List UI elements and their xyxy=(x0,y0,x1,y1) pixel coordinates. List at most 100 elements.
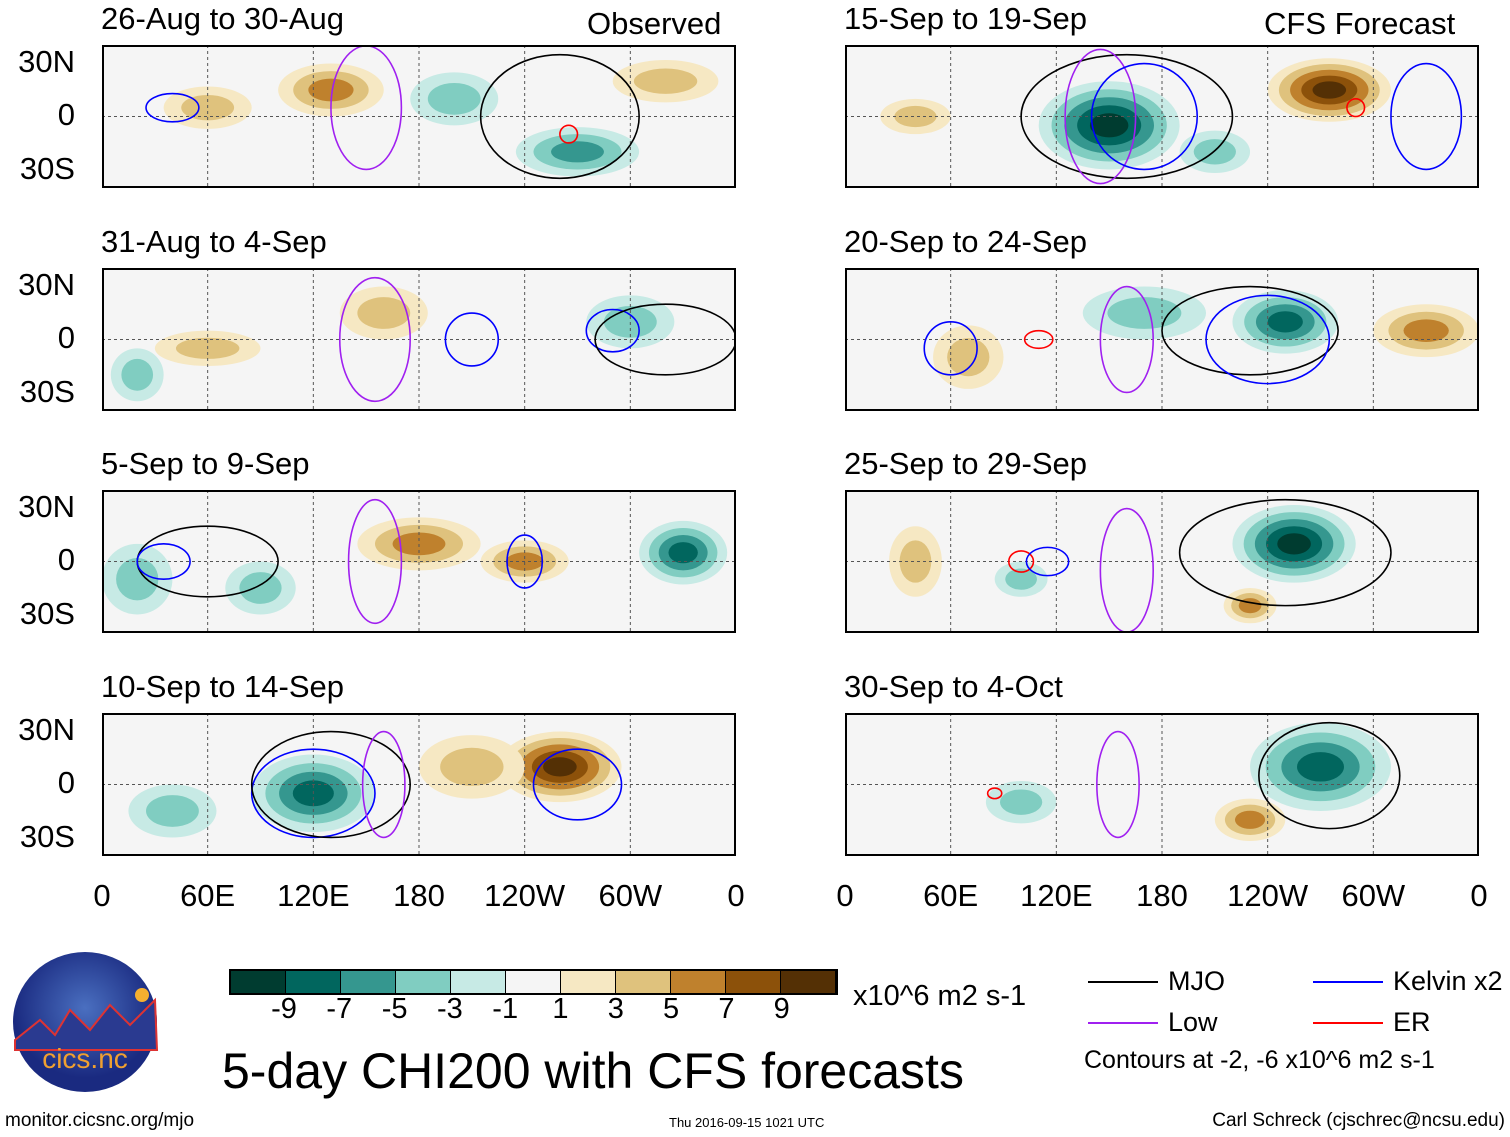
low-contour xyxy=(361,730,406,839)
colorbar-swatch xyxy=(671,971,726,993)
kelvin-contour xyxy=(506,534,544,589)
low-contour xyxy=(1099,285,1154,394)
er-contour xyxy=(986,787,1003,800)
anomaly-contour xyxy=(894,105,937,128)
colorbar-label: -5 xyxy=(381,993,408,1025)
anomaly-contour xyxy=(1312,81,1347,99)
anomaly-contour xyxy=(668,542,698,564)
colorbar-units: x10^6 m2 s-1 xyxy=(853,980,1027,1012)
svg-text:cics.nc: cics.nc xyxy=(42,1043,128,1074)
forecast-header: CFS Forecast xyxy=(1264,6,1456,41)
lat-label: 30S xyxy=(19,151,75,186)
colorbar-label: 5 xyxy=(663,993,680,1025)
anomaly-contour xyxy=(239,572,282,604)
anomaly-contour xyxy=(308,78,354,102)
panel-frame xyxy=(102,45,736,188)
colorbar-label: 1 xyxy=(552,993,569,1025)
lon-label: 120W xyxy=(484,878,566,913)
colorbar-swatch xyxy=(451,971,506,993)
low-contour xyxy=(1096,730,1140,839)
kelvin-contour xyxy=(1090,62,1199,171)
lon-label: 60E xyxy=(923,878,979,913)
panel-frame xyxy=(102,268,736,411)
panel-frame xyxy=(845,268,1479,411)
footer-timestamp: Thu 2016-09-15 1021 UTC xyxy=(669,1115,825,1130)
lon-label: 0 xyxy=(1470,878,1488,913)
anomaly-contour xyxy=(440,747,504,786)
anomaly-contour xyxy=(1234,810,1266,829)
anomaly-contour xyxy=(1277,533,1311,555)
anomaly-contour xyxy=(1089,113,1129,138)
anomaly-contour xyxy=(1107,297,1182,329)
colorbar-swatch xyxy=(231,971,286,993)
lat-label: 30S xyxy=(19,374,75,409)
mjo-contour xyxy=(1178,498,1392,607)
lat-label: 30S xyxy=(19,819,75,854)
lat-label: 0 xyxy=(57,542,75,577)
legend-low-label: Low xyxy=(1168,1007,1218,1037)
lon-label: 120E xyxy=(277,878,350,913)
lon-label: 0 xyxy=(727,878,745,913)
kelvin-contour xyxy=(1390,62,1463,171)
colorbar-swatch xyxy=(286,971,341,993)
colorbar-label: 7 xyxy=(718,993,735,1025)
lon-label: 180 xyxy=(1136,878,1188,913)
map-panel xyxy=(102,268,736,411)
kelvin-contour xyxy=(585,308,640,353)
colorbar-swatch xyxy=(726,971,781,993)
anomaly-contour xyxy=(1267,311,1303,333)
figure-title: 5-day CHI200 with CFS forecasts xyxy=(222,1043,964,1099)
anomaly-contour xyxy=(633,68,698,94)
colorbar-label: 9 xyxy=(773,993,790,1025)
cics-logo: cics.nc xyxy=(13,952,159,1092)
er-contour xyxy=(559,124,579,144)
map-panel xyxy=(845,713,1479,856)
colorbar-label: -1 xyxy=(492,993,519,1025)
map-panel xyxy=(845,490,1479,633)
mjo-contour xyxy=(1258,721,1401,830)
colorbar-swatch xyxy=(616,971,671,993)
low-contour xyxy=(1064,48,1137,185)
mjo-contour xyxy=(1020,53,1234,180)
contour-note: Contours at -2, -6 x10^6 m2 s-1 xyxy=(1084,1046,1435,1074)
legend-kelvin: Kelvin x2 xyxy=(1313,966,1503,997)
colorbar-label: 3 xyxy=(607,993,624,1025)
colorbar-label: -3 xyxy=(436,993,463,1025)
kelvin-contour xyxy=(444,312,500,367)
anomaly-contour xyxy=(146,795,199,827)
lat-label: 0 xyxy=(57,320,75,355)
map-panel xyxy=(102,45,736,188)
low-contour xyxy=(347,498,403,625)
anomaly-contour xyxy=(1005,568,1037,590)
lon-label: 0 xyxy=(93,878,111,913)
footer-author: Carl Schreck (cjschrec@ncsu.edu) xyxy=(1212,1110,1505,1131)
er-contour xyxy=(1023,329,1054,350)
panel-frame xyxy=(845,490,1479,633)
anomaly-contour xyxy=(357,297,411,329)
colorbar-label: -7 xyxy=(326,993,353,1025)
panel-title: 15-Sep to 19-Sep xyxy=(844,1,1088,36)
legend-low: Low xyxy=(1088,1007,1218,1038)
anomaly-contour xyxy=(543,757,577,777)
lat-label: 30S xyxy=(19,596,75,631)
kelvin-contour xyxy=(1025,546,1070,577)
anomaly-contour xyxy=(392,532,446,556)
anomaly-contour xyxy=(121,358,154,391)
lon-label: 180 xyxy=(393,878,445,913)
panel-title: 20-Sep to 24-Sep xyxy=(844,224,1088,259)
legend-kelvin-label: Kelvin x2 xyxy=(1393,966,1503,996)
colorbar-swatch xyxy=(506,971,561,993)
lon-label: 120E xyxy=(1020,878,1093,913)
panel-frame xyxy=(845,45,1479,188)
lat-label: 0 xyxy=(57,765,75,800)
er-contour xyxy=(1346,98,1366,118)
er-contour xyxy=(1007,550,1035,573)
footer-url[interactable]: monitor.cicsnc.org/mjo xyxy=(5,1110,195,1131)
anomaly-contour xyxy=(1403,319,1449,343)
anomaly-contour xyxy=(551,141,604,163)
colorbar-swatch xyxy=(396,971,451,993)
map-panel xyxy=(845,45,1479,188)
mjo-contour xyxy=(250,730,411,839)
lon-label: 60W xyxy=(598,878,663,913)
panel-title: 25-Sep to 29-Sep xyxy=(844,446,1088,481)
